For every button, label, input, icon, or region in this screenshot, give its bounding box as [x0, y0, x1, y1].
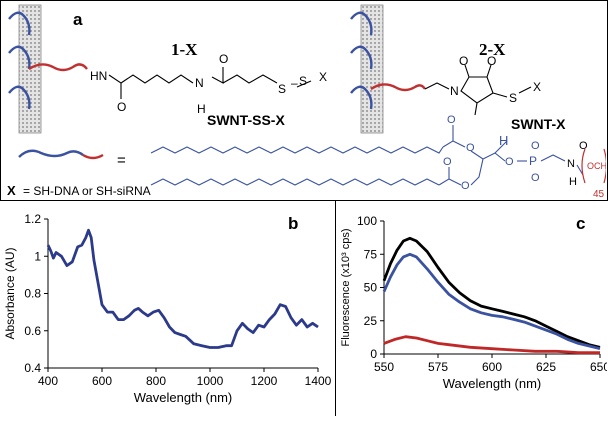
y-axis-label: Absorbance (AU)	[3, 247, 17, 339]
series-line-2	[383, 335, 600, 355]
x-axis-label: Wavelength (nm)	[443, 376, 542, 391]
compound-2-title: 2-X	[479, 40, 506, 59]
y-tick-label: 50	[364, 281, 378, 295]
x-tick-label: 1400	[305, 374, 332, 388]
compound-1-title: 1-X	[171, 40, 198, 59]
peg-chain-1	[28, 63, 88, 72]
phosphate-o-1: O	[505, 156, 514, 168]
x-ticks: 550 575 600 625 650	[374, 354, 608, 374]
panel-c-fluorescence-chart: c 550 575 600 625 650 0 25 50 75 100 Wavelength …	[335, 201, 608, 416]
panel-b-absorbance-chart: b 400 600 800 1000 1200 1400 0.4 0.6 0.8 1 1.2 Wa…	[0, 201, 335, 416]
y-ticks: 0 25 50 75 100	[357, 214, 384, 361]
series-line-0	[382, 236, 601, 349]
phosphorus-label: P	[529, 154, 537, 168]
phosphate-o-top: O	[531, 140, 540, 152]
panel-a-schematic: a 1-X HN O N H O S – S X SWNT-SS-X	[0, 0, 608, 201]
carbonyl-o-2: O	[219, 52, 228, 66]
carbonyl-o-1: O	[117, 100, 126, 114]
x-tick-label: 400	[38, 374, 58, 388]
absorbance-chart-svg: b 400 600 800 1000 1200 1400 0.4 0.6 0.8 1 1.2 Wa…	[3, 212, 332, 405]
x-tick-label: 800	[146, 374, 166, 388]
lipid-tails-structure	[150, 125, 584, 186]
x-tick-label: 650	[590, 360, 607, 374]
panel-b-label: b	[288, 214, 298, 233]
amide-n-legend: N	[567, 158, 575, 170]
amide-n-label: N	[195, 76, 204, 90]
ester-o-1: O	[447, 114, 456, 126]
series-line-0	[46, 228, 319, 349]
y-tick-label: 75	[364, 247, 378, 261]
panel-c-label: c	[576, 214, 585, 233]
x-tick-label: 600	[92, 374, 112, 388]
x-tick-label: 625	[536, 360, 556, 374]
y-tick-label: 1	[34, 249, 41, 263]
ester-o-2: O	[466, 142, 475, 154]
x-ticks: 400 600 800 1000 1200 1400	[38, 368, 332, 388]
x-tick-label: 550	[374, 360, 394, 374]
compound-2-caption: SWNT-X	[511, 116, 566, 132]
y-tick-label: 0.8	[24, 287, 41, 301]
y-tick-label: 0.6	[24, 324, 41, 338]
peg-chain-2	[370, 83, 426, 92]
legend-lipid-blue	[18, 149, 84, 158]
series-group	[46, 228, 319, 349]
series-line-1	[382, 252, 601, 351]
panel-a-svg: a 1-X HN O N H O S – S X SWNT-SS-X	[7, 4, 608, 200]
phosphate-o-minus: O	[531, 172, 540, 184]
y-tick-label: 0.4	[24, 361, 41, 375]
y-tick-label: 100	[357, 214, 377, 228]
sulfur-label-2: S	[509, 91, 517, 105]
panel-a-label: a	[73, 10, 83, 29]
y-tick-label: 0	[370, 347, 377, 361]
x-tick-label: 1000	[197, 374, 224, 388]
peg-repeat-unit: OCH₂CH₂	[587, 161, 606, 171]
peg-repeat-count: 45	[593, 189, 605, 199]
x-axis-label: Wavelength (nm)	[134, 390, 233, 405]
amide-hn-label: HN	[90, 69, 107, 83]
compound-1-caption: SWNT-SS-X	[207, 112, 285, 128]
y-tick-label: 1.2	[24, 212, 41, 226]
sulfur-1-label: S	[278, 82, 286, 96]
maleimide-o-2: O	[487, 54, 496, 68]
x-definition-symbol: X	[7, 183, 16, 198]
nitrogen-label: N	[450, 84, 459, 98]
x-definition-text: = SH-DNA or SH-siRNA	[23, 184, 151, 198]
glycerol-h-label: H	[499, 133, 508, 148]
sulfur-2-label: S	[299, 74, 307, 88]
maleimide-o-1: O	[459, 54, 468, 68]
maleimide-structure	[424, 64, 532, 116]
series-group	[382, 236, 601, 355]
amide-h-label: H	[197, 102, 206, 116]
amide-o-legend: O	[579, 140, 588, 152]
x-tick-label: 575	[428, 360, 448, 374]
legend-peg-red	[82, 153, 104, 160]
ester-o-4: O	[461, 180, 470, 192]
y-ticks: 0.4 0.6 0.8 1 1.2	[24, 212, 48, 375]
y-tick-label: 25	[364, 314, 378, 328]
y-axis-label: Fluorescence (x10³ cps)	[340, 229, 352, 347]
x-label-2: X	[533, 80, 541, 94]
legend-equals: =	[117, 152, 126, 169]
amide-h-legend: H	[569, 176, 577, 188]
x-tick-label: 600	[482, 360, 502, 374]
lipid-chains-2	[350, 11, 373, 110]
bond-dash: –	[291, 76, 298, 90]
fluorescence-chart-svg: c 550 575 600 625 650 0 25 50 75 100 Wavelength …	[340, 214, 608, 391]
linker-1-structure	[108, 67, 312, 99]
x-tick-label: 1200	[251, 374, 278, 388]
x-label-1: X	[319, 70, 327, 84]
ester-o-3: O	[443, 156, 452, 168]
lipid-chains-1	[8, 11, 31, 110]
peg-bracket: OCH₂CH₂ 45	[581, 148, 608, 200]
